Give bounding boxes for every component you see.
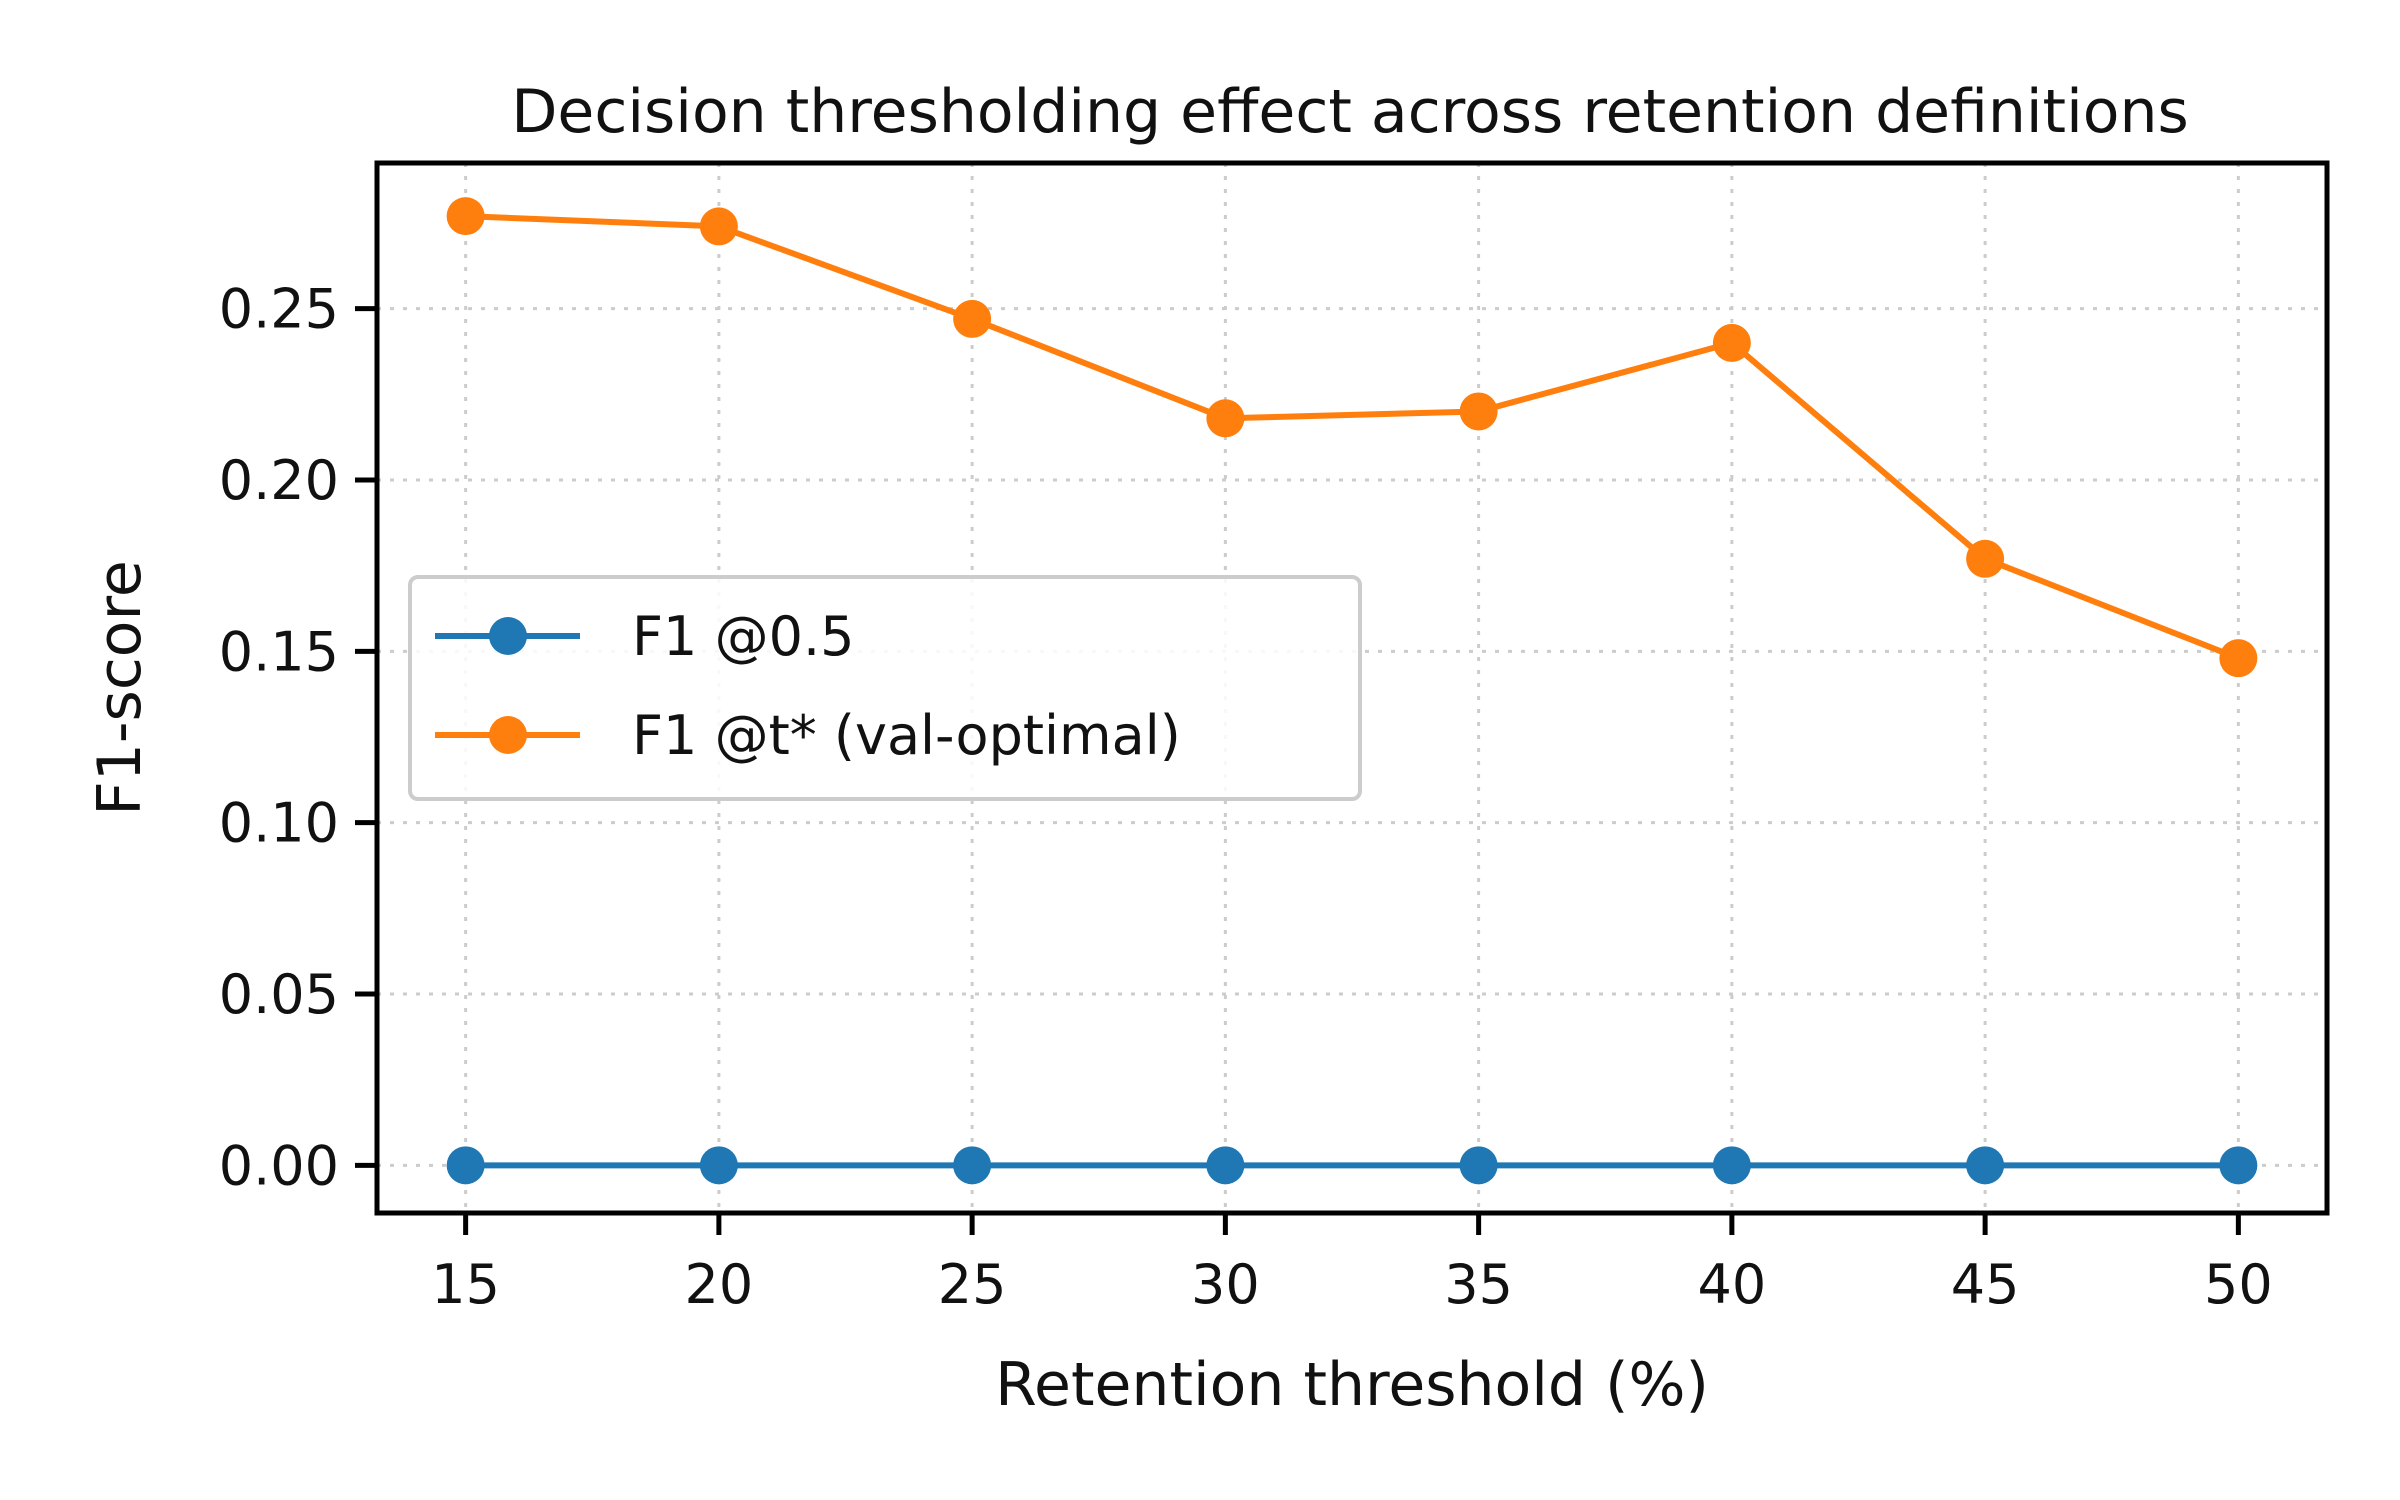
series-1-point (1966, 539, 2005, 578)
x-tick-label: 20 (685, 1253, 754, 1316)
series-1-point (1712, 323, 1751, 362)
series-1-point (1459, 392, 1498, 431)
series-0-point (1459, 1146, 1498, 1185)
y-tick-label: 0.25 (219, 278, 339, 341)
series-layer (446, 197, 2258, 1185)
x-tick-label: 40 (1698, 1253, 1767, 1316)
y-axis-label: F1-score (85, 560, 155, 816)
x-tick-label: 30 (1191, 1253, 1260, 1316)
x-tick-label: 45 (1951, 1253, 2020, 1316)
chart-title: Decision thresholding effect across rete… (511, 77, 2189, 147)
series-0-point (699, 1146, 738, 1185)
x-tick-label: 15 (431, 1253, 500, 1316)
y-tick-label: 0.15 (219, 620, 339, 683)
series-0-point (953, 1146, 992, 1185)
x-tick-label: 25 (938, 1253, 1007, 1316)
y-tick-label: 0.10 (219, 792, 339, 855)
series-1-point (699, 207, 738, 246)
series-1-point (953, 299, 992, 338)
y-tick-label: 0.00 (219, 1134, 339, 1197)
legend-label-1: F1 @t* (val-optimal) (632, 704, 1181, 767)
series-0-point (1206, 1146, 1245, 1185)
series-0-point (2219, 1146, 2258, 1185)
legend: F1 @0.5 F1 @t* (val-optimal) (408, 575, 1362, 801)
series-0-point (1712, 1146, 1751, 1185)
x-axis-label: Retention threshold (%) (995, 1350, 1709, 1420)
plot-frame (374, 160, 2330, 1216)
y-tick-label: 0.05 (219, 963, 339, 1026)
legend-label-0: F1 @0.5 (632, 605, 854, 668)
legend-swatch-marker-0 (489, 617, 527, 655)
y-tick-label: 0.20 (219, 449, 339, 512)
series-0-point (1966, 1146, 2005, 1185)
legend-frame (408, 575, 1362, 801)
legend-swatch-marker-1 (489, 716, 527, 754)
x-axis: 15 20 25 30 35 40 45 50 (431, 1213, 2273, 1316)
y-axis: 0.00 0.05 0.10 0.15 0.20 0.25 (219, 278, 377, 1197)
series-1-point (1206, 399, 1245, 438)
series-1-point (446, 197, 485, 236)
x-tick-label: 35 (1444, 1253, 1513, 1316)
series-1-point (2219, 639, 2258, 678)
x-tick-label: 50 (2204, 1253, 2273, 1316)
series-0-point (446, 1146, 485, 1185)
series-line-1 (465, 213, 2240, 661)
